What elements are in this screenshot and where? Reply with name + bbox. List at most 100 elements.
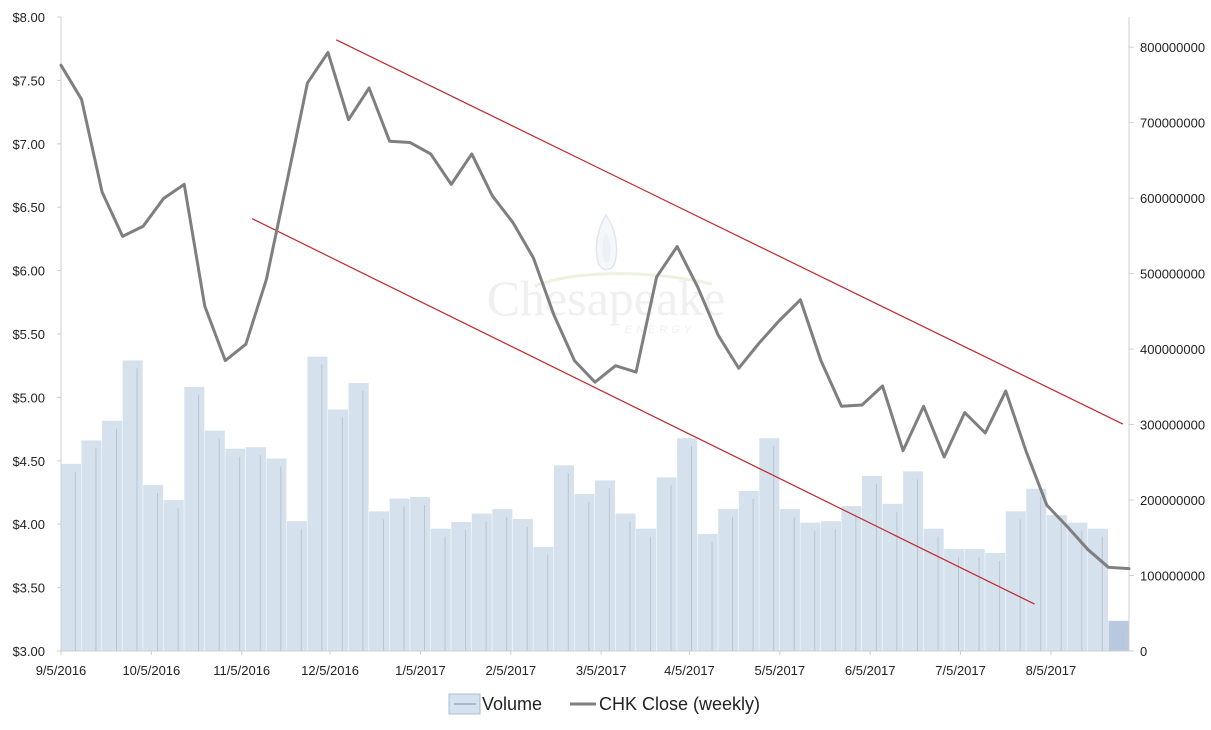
volume-bar [985, 552, 1006, 651]
x-axis-ticks: 9/5/2016 10/5/2016 11/5/2016 12/5/2016 1/5/2… [36, 651, 1077, 678]
volume-bar [677, 438, 698, 651]
volume-bar [430, 528, 451, 651]
volume-bar [389, 498, 410, 651]
volume-bar [1087, 528, 1108, 651]
watermark-wordmark: Chesapeake [487, 270, 726, 326]
volume-bar [245, 447, 266, 651]
left-axis-tick-label: $4.00 [12, 517, 45, 532]
volume-bar [143, 484, 164, 651]
right-axis-tick-label: 600000000 [1140, 191, 1205, 206]
volume-bar [697, 534, 718, 651]
left-axis-tick-label: $3.00 [12, 644, 45, 659]
x-axis-tick-label: 10/5/2016 [122, 663, 180, 678]
volume-bar [348, 383, 369, 651]
volume-bar [328, 409, 349, 651]
right-axis-tick-label: 700000000 [1140, 116, 1205, 131]
axes: $3.00 $3.50 $4.00 $4.50 $5.00 $5.50 $6.00 $6.50… [12, 10, 1205, 678]
legend-volume-label: Volume [482, 694, 542, 714]
left-axis-tick-label: $6.00 [12, 264, 45, 279]
trendline [251, 218, 1035, 605]
left-axis-tick-label: $5.50 [12, 327, 45, 342]
left-axis-tick-label: $8.00 [12, 10, 45, 25]
volume-bar [779, 509, 800, 651]
volume-bar [102, 420, 123, 651]
volume-bars [61, 356, 1129, 651]
right-axis-ticks: 0 100000000 200000000 300000000 400000000 500… [1129, 40, 1205, 659]
volume-bar [492, 509, 513, 651]
volume-bar [1005, 511, 1026, 651]
flame-inner-icon [602, 232, 611, 264]
volume-bar [1026, 488, 1047, 651]
volume-bar [574, 494, 595, 651]
x-axis-tick-label: 7/5/2017 [935, 663, 986, 678]
volume-bar [738, 490, 759, 651]
x-axis-tick-label: 12/5/2016 [301, 663, 359, 678]
volume-bar [903, 471, 924, 651]
volume-bar [410, 497, 431, 651]
volume-bar [225, 448, 246, 651]
volume-bar [204, 430, 225, 651]
left-axis-tick-label: $4.50 [12, 454, 45, 469]
x-axis-tick-label: 6/5/2017 [845, 663, 896, 678]
volume-bar [636, 528, 657, 651]
swoosh-icon [534, 272, 713, 288]
x-axis-tick-label: 5/5/2017 [755, 663, 806, 678]
x-axis-tick-label: 4/5/2017 [664, 663, 715, 678]
volume-bar [266, 458, 287, 651]
price-line-group [59, 51, 1131, 571]
volume-bar [533, 546, 554, 651]
volume-bar [944, 549, 965, 651]
x-axis-tick-label: 3/5/2017 [576, 663, 627, 678]
volume-bar [61, 463, 82, 651]
volume-bar [882, 503, 903, 651]
x-axis-tick-label: 9/5/2016 [36, 663, 87, 678]
left-axis-tick-label: $5.00 [12, 390, 45, 405]
volume-bar [307, 356, 328, 651]
volume-bar [369, 511, 390, 651]
volume-bar [923, 528, 944, 651]
volume-bar [286, 521, 307, 651]
x-axis-tick-label: 8/5/2017 [1026, 663, 1077, 678]
volume-bar [1067, 522, 1088, 651]
right-axis-tick-label: 100000000 [1140, 569, 1205, 584]
watermark-subtext: ENERGY [625, 324, 695, 336]
x-axis-tick-label: 11/5/2016 [213, 663, 270, 678]
volume-bar [512, 518, 533, 651]
volume-bar [163, 500, 184, 651]
x-axis-tick-label: 2/5/2017 [485, 663, 536, 678]
volume-bar [471, 513, 492, 651]
right-axis-tick-label: 200000000 [1140, 493, 1205, 508]
volume-bar [800, 522, 821, 651]
right-axis-tick-label: 800000000 [1140, 40, 1205, 55]
trendline [335, 39, 1124, 425]
chesapeake-watermark: Chesapeake ENERGY [487, 213, 726, 336]
left-axis-tick-label: $3.50 [12, 581, 45, 596]
volume-bar [841, 506, 862, 651]
volume-bar [553, 465, 574, 651]
left-axis-tick-label: $7.50 [12, 73, 45, 88]
volume-bar [184, 386, 205, 651]
x-axis-tick-label: 1/5/2017 [395, 663, 446, 678]
volume-bar [81, 440, 102, 651]
left-axis-tick-label: $6.50 [12, 200, 45, 215]
volume-bar [862, 475, 883, 651]
left-axis-tick-label: $7.00 [12, 137, 45, 152]
volume-bar [122, 360, 143, 651]
left-axis-ticks: $3.00 $3.50 $4.00 $4.50 $5.00 $5.50 $6.00 $6.50… [12, 10, 61, 659]
right-axis-tick-label: 500000000 [1140, 267, 1205, 282]
right-axis-tick-label: 300000000 [1140, 418, 1205, 433]
volume-bar [759, 438, 780, 651]
volume-bar [451, 521, 472, 651]
volume-bar [1108, 620, 1129, 651]
volume-bar [820, 521, 841, 651]
volume-bar [964, 549, 985, 651]
legend: Volume CHK Close (weekly) [448, 693, 760, 715]
volume-bar [615, 513, 636, 651]
volume-bar [718, 509, 739, 651]
right-axis-tick-label: 0 [1140, 644, 1147, 659]
legend-close-label: CHK Close (weekly) [599, 694, 760, 714]
right-axis-tick-label: 400000000 [1140, 342, 1205, 357]
trendlines [251, 39, 1124, 605]
price-line [59, 51, 1131, 571]
